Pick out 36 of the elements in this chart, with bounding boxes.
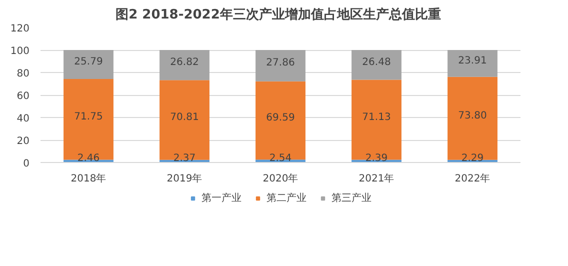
data-label: 70.81 xyxy=(170,112,199,124)
bar xyxy=(256,81,306,160)
data-label: 73.80 xyxy=(458,110,487,122)
bar xyxy=(160,50,210,80)
legend-label: 第一产业 xyxy=(202,192,242,205)
legend-label: 第二产业 xyxy=(266,192,306,205)
bar xyxy=(352,80,402,160)
bar xyxy=(352,50,402,80)
data-label: 71.75 xyxy=(74,111,103,122)
x-tick-label: 2022年 xyxy=(454,172,490,184)
bar xyxy=(160,80,210,160)
bar xyxy=(448,50,498,77)
bar xyxy=(64,50,114,80)
bar xyxy=(256,50,306,82)
y-tick-label: 20 xyxy=(16,136,30,147)
legend-label: 第三产业 xyxy=(332,192,372,205)
x-tick-label: 2019年 xyxy=(166,172,202,184)
y-tick-label: 40 xyxy=(16,114,30,124)
x-tick-label: 2020年 xyxy=(262,172,298,184)
data-label: 26.82 xyxy=(170,57,199,68)
x-tick-label: 2021年 xyxy=(358,172,394,184)
bar xyxy=(448,76,498,160)
data-label: 69.59 xyxy=(266,112,295,124)
y-tick-label: 60 xyxy=(16,91,30,102)
data-label: 23.91 xyxy=(458,55,487,66)
y-tick-label: 0 xyxy=(23,158,30,170)
y-tick-label: 100 xyxy=(10,46,30,57)
x-tick-label: 2018年 xyxy=(70,172,106,184)
data-label: 71.13 xyxy=(362,112,391,123)
y-tick-label: 120 xyxy=(10,24,30,34)
bar xyxy=(64,79,114,160)
chart-title: 图2 2018-2022年三次产业增加值占地区生产总值比重 xyxy=(116,6,441,22)
data-label: 25.79 xyxy=(74,56,103,68)
y-tick-label: 80 xyxy=(16,68,30,80)
data-label: 27.86 xyxy=(266,58,295,69)
data-label: 26.48 xyxy=(362,56,391,68)
